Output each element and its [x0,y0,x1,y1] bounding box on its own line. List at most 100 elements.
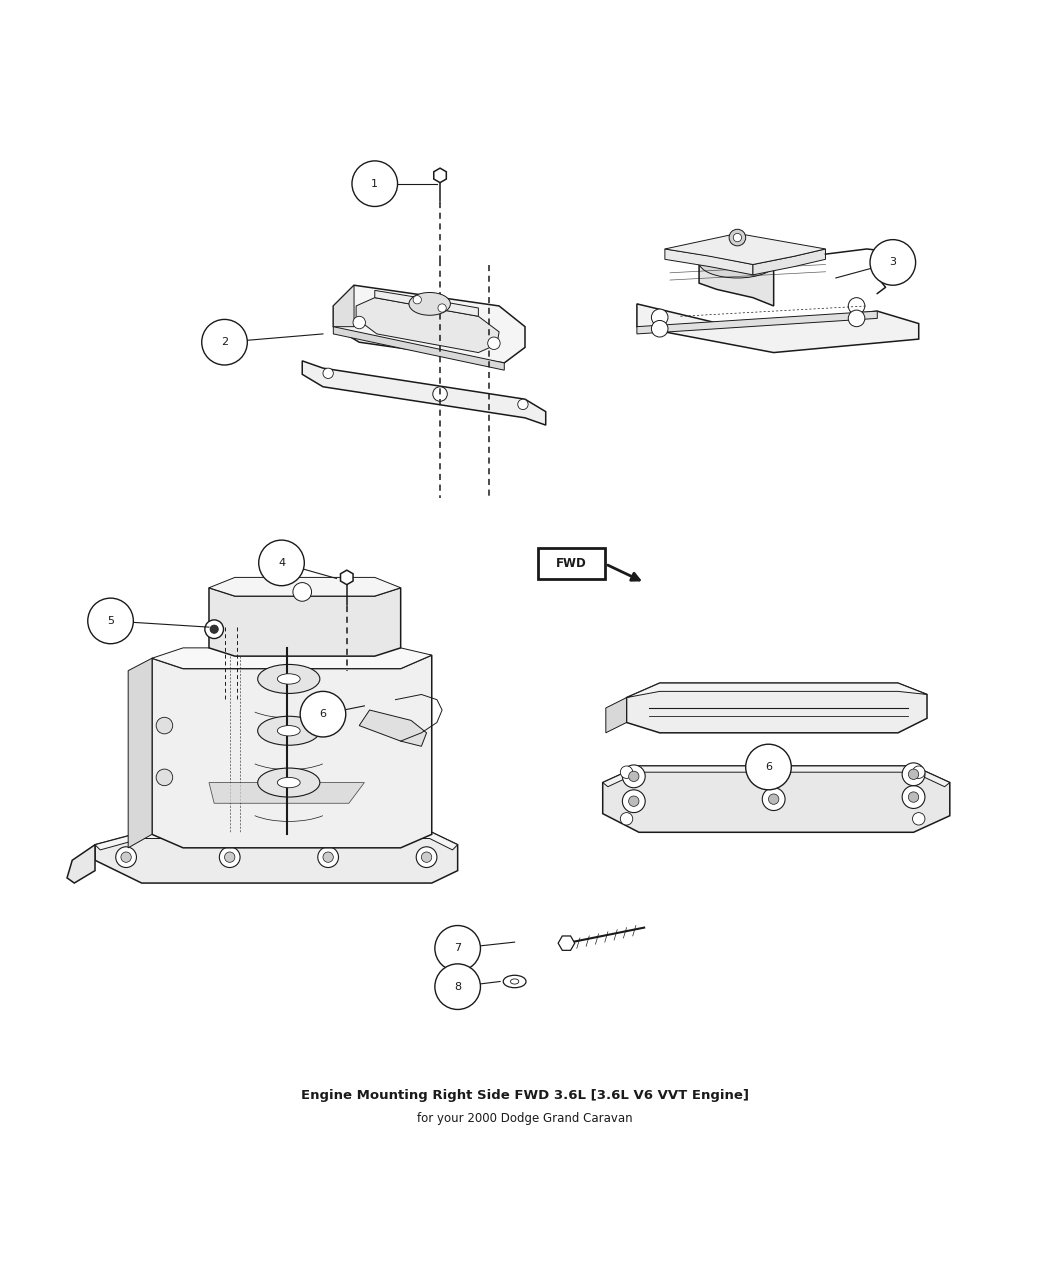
Bar [538,548,605,579]
Circle shape [902,785,925,808]
Circle shape [219,847,240,867]
Circle shape [202,320,248,365]
Circle shape [225,852,235,862]
Circle shape [156,718,172,734]
Polygon shape [359,710,426,746]
Polygon shape [209,588,401,657]
Ellipse shape [408,292,450,315]
Circle shape [623,789,645,812]
Circle shape [908,792,919,802]
Circle shape [433,386,447,402]
Circle shape [487,337,500,349]
Polygon shape [128,658,152,848]
Circle shape [870,240,916,286]
Circle shape [629,771,639,782]
Circle shape [352,161,398,207]
Polygon shape [665,233,825,264]
Polygon shape [340,570,353,585]
Polygon shape [699,246,774,306]
Polygon shape [302,361,546,425]
Polygon shape [603,766,950,833]
Circle shape [353,316,365,329]
Circle shape [156,769,172,785]
Circle shape [300,691,345,737]
Circle shape [729,230,746,246]
Polygon shape [606,697,627,733]
Polygon shape [665,249,753,275]
Circle shape [912,812,925,825]
Circle shape [318,847,338,867]
Circle shape [323,852,333,862]
Text: 7: 7 [454,944,461,954]
Circle shape [435,964,481,1010]
Circle shape [116,847,136,867]
Circle shape [746,745,792,789]
Polygon shape [753,249,825,275]
Polygon shape [559,936,574,950]
Text: Engine Mounting Right Side FWD 3.6L [3.6L V6 VVT Engine]: Engine Mounting Right Side FWD 3.6L [3.6… [301,1089,749,1102]
Polygon shape [333,326,504,370]
Polygon shape [152,655,432,848]
Ellipse shape [503,975,526,988]
Ellipse shape [277,725,300,736]
Circle shape [651,320,668,337]
Ellipse shape [510,979,519,984]
Text: 2: 2 [220,337,228,347]
Polygon shape [209,578,401,595]
Polygon shape [333,286,525,363]
Circle shape [621,766,633,779]
Circle shape [762,788,785,811]
Circle shape [848,297,865,314]
Text: 6: 6 [765,762,772,773]
Polygon shape [333,286,354,326]
Polygon shape [627,683,927,697]
Polygon shape [152,648,432,668]
Circle shape [623,765,645,788]
Ellipse shape [277,673,300,685]
Ellipse shape [721,256,753,269]
Circle shape [848,310,865,326]
Ellipse shape [257,717,320,746]
Circle shape [323,368,333,379]
Polygon shape [94,833,458,850]
Circle shape [258,541,304,585]
Circle shape [413,296,421,303]
Circle shape [438,303,446,312]
Polygon shape [637,311,878,334]
Circle shape [651,309,668,325]
Ellipse shape [257,664,320,694]
Circle shape [769,794,779,805]
Text: 6: 6 [319,709,327,719]
Text: 4: 4 [278,558,286,567]
Circle shape [121,852,131,862]
Circle shape [902,762,925,785]
Circle shape [210,625,218,634]
Circle shape [621,812,633,825]
Circle shape [733,233,741,242]
Polygon shape [627,683,927,733]
Text: 5: 5 [107,616,114,626]
Circle shape [205,620,224,639]
Polygon shape [434,168,446,182]
Ellipse shape [257,768,320,797]
Polygon shape [209,783,364,803]
Circle shape [629,796,639,806]
Text: 3: 3 [889,258,897,268]
Circle shape [435,926,481,972]
Polygon shape [603,766,950,787]
Circle shape [518,399,528,409]
Text: FWD: FWD [556,557,587,570]
Circle shape [887,261,898,272]
Ellipse shape [277,778,300,788]
Circle shape [912,766,925,779]
Circle shape [908,769,919,779]
Text: 1: 1 [372,179,378,189]
Polygon shape [94,833,458,884]
Polygon shape [356,297,499,353]
Polygon shape [67,845,94,884]
Circle shape [421,852,432,862]
Circle shape [88,598,133,644]
Polygon shape [375,291,479,316]
Text: 8: 8 [454,982,461,992]
Polygon shape [637,303,919,353]
